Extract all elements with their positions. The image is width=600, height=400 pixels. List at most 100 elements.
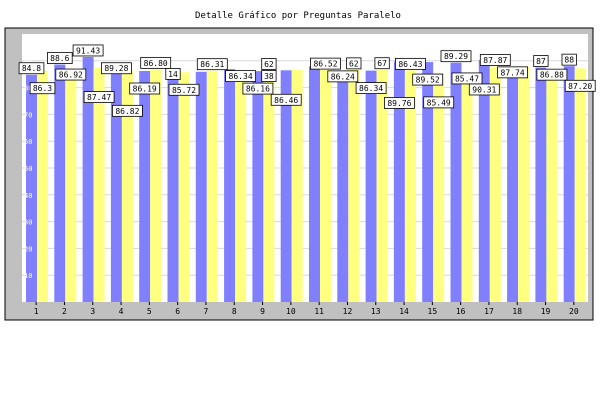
data-label: 86.16 [246, 85, 270, 94]
bar-2-6 [178, 72, 190, 302]
data-label-box [564, 79, 596, 92]
bar-2-18 [518, 66, 530, 302]
bar-1-1 [26, 74, 37, 303]
data-label-box [440, 50, 472, 63]
bar-2-11 [320, 70, 331, 302]
data-label-box [270, 93, 302, 106]
data-label: 84.8 [22, 64, 41, 73]
bar-1-11 [309, 66, 320, 302]
data-label-box [83, 91, 115, 103]
bar-1-3 [82, 56, 94, 302]
data-label-box [561, 53, 577, 66]
x-tick-label: 11 [314, 307, 324, 316]
data-label: 86.34 [229, 72, 253, 81]
data-label: 86.31 [200, 60, 224, 69]
bar-2-20 [574, 68, 586, 302]
data-label-box [261, 58, 277, 70]
bar-1-15 [422, 62, 434, 303]
x-tick-label: 19 [541, 307, 551, 316]
x-tick-label: 12 [343, 307, 353, 316]
data-label: 38 [264, 72, 274, 81]
bar-2-5 [150, 69, 162, 302]
data-label-box [72, 44, 104, 57]
x-tick-label: 3 [90, 307, 95, 316]
data-label-box [310, 57, 341, 70]
data-label-box [355, 82, 387, 95]
bar-1-6 [167, 68, 179, 302]
data-label-box [112, 104, 143, 117]
x-axis: 1 2 3 4 5 6 7 8 9 10 11 12 13 14 15 16 17 18 19 20 [34, 302, 579, 316]
data-label-box [479, 54, 511, 66]
data-label-box [129, 82, 161, 95]
data-label-box [468, 83, 500, 96]
data-label: 86.52 [313, 60, 337, 69]
data-label-box [412, 73, 444, 86]
data-label-box [242, 82, 274, 95]
x-tick-label: 7 [204, 307, 209, 316]
data-label: 85.49 [427, 98, 451, 107]
data-label-box [140, 56, 172, 69]
data-label: 87.74 [501, 68, 525, 77]
bar-2-2 [65, 69, 77, 302]
data-label-box [55, 68, 87, 81]
bar-1-7 [195, 71, 207, 303]
y-tick-label: 90 [24, 58, 32, 66]
data-label: 86.3 [33, 84, 52, 93]
x-tick-label: 15 [428, 307, 438, 316]
data-label-box [47, 52, 73, 64]
data-label-box [261, 70, 277, 82]
data-label: 86.46 [274, 96, 298, 105]
y-tick-label: 50 [24, 165, 32, 173]
data-label-box [536, 68, 568, 81]
data-label: 87.87 [483, 56, 507, 65]
data-label-box [394, 57, 426, 70]
x-tick-label: 2 [62, 307, 67, 316]
data-label-box [327, 70, 359, 83]
y-tick-label: 60 [24, 138, 32, 146]
bar-2-19 [546, 69, 558, 303]
bar-2-10 [291, 69, 303, 302]
x-tick-label: 18 [512, 307, 522, 316]
data-label: 88.6 [50, 54, 69, 63]
bar-2-13 [376, 69, 388, 303]
data-label-box [374, 57, 390, 70]
data-labels: 84.8 86.3 88.6 86.92 91.43 87.47 89.28 86.82 86.… [18, 44, 596, 117]
bar-1-4 [110, 62, 122, 302]
bar-1-14 [393, 61, 405, 302]
data-label-box [423, 96, 455, 109]
data-label: 89.52 [416, 76, 440, 85]
data-label: 14 [168, 70, 178, 79]
bar-1-10 [280, 70, 292, 302]
data-label: 86.43 [398, 60, 422, 69]
bar-1-8 [224, 69, 236, 302]
data-label: 62 [264, 60, 274, 69]
data-label-box [165, 68, 181, 80]
x-tick-label: 16 [456, 307, 466, 316]
y-tick-label: 70 [24, 111, 32, 119]
y-tick-label: 40 [24, 192, 32, 200]
data-label: 86.88 [540, 71, 564, 80]
data-label-box [497, 66, 529, 79]
x-tick-label: 1 [34, 307, 39, 316]
bar-2-14 [404, 70, 416, 302]
data-label-box [101, 62, 132, 75]
y-tick-label: 20 [24, 245, 32, 253]
data-label: 86.80 [144, 59, 168, 68]
bar-1-17 [478, 59, 490, 302]
bar-2-1 [37, 70, 48, 302]
bar-2-15 [433, 72, 445, 302]
x-tick-label: 9 [260, 307, 265, 316]
data-label-box [29, 82, 56, 95]
data-label: 85.72 [172, 86, 196, 95]
x-tick-label: 8 [232, 307, 237, 316]
data-label-box [451, 72, 483, 85]
y-tick-label: 80 [24, 85, 32, 93]
data-label: 91.43 [76, 46, 100, 55]
x-tick-label: 20 [569, 307, 579, 316]
data-label: 86.92 [59, 71, 83, 80]
data-label-box [168, 83, 200, 96]
data-label: 86.19 [133, 85, 157, 94]
x-tick-label: 5 [147, 307, 152, 316]
data-label: 89.28 [104, 64, 128, 73]
